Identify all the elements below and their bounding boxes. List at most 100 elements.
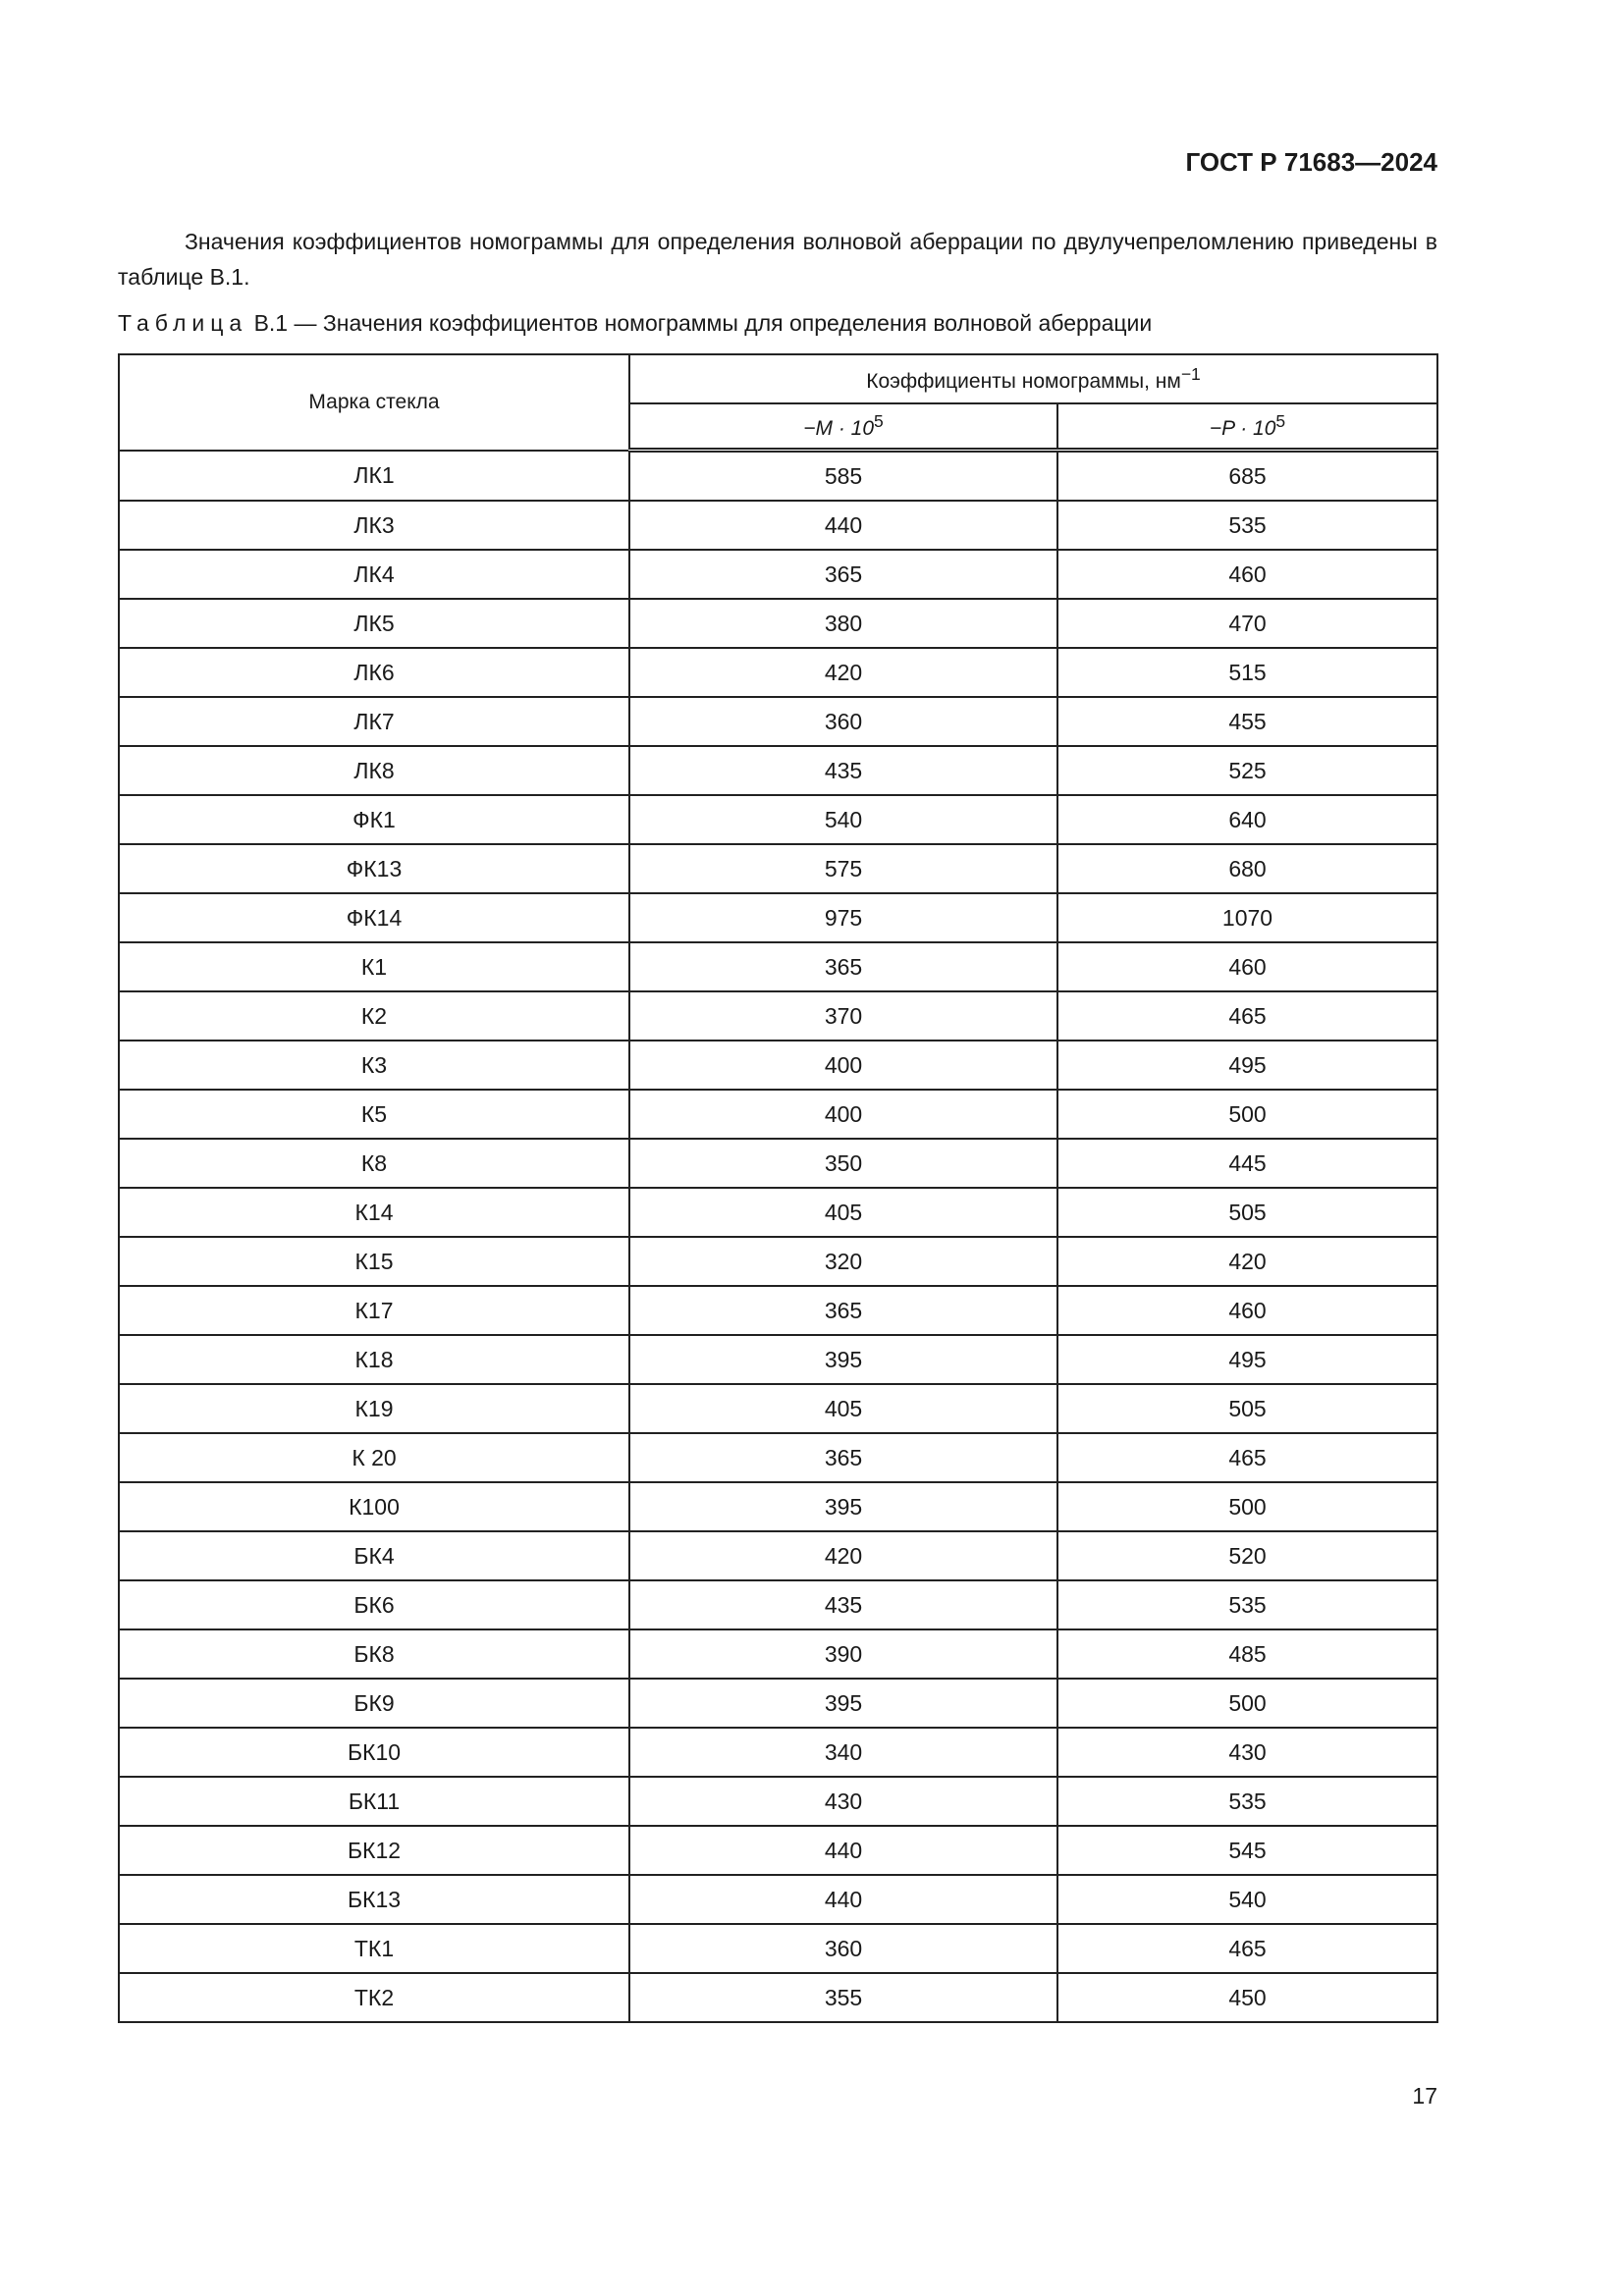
cell-glass: К1 [118, 941, 630, 992]
cell-m: 405 [628, 1187, 1058, 1238]
cell-glass: К15 [118, 1236, 630, 1287]
cell-m: 365 [628, 549, 1058, 600]
cell-m: 395 [628, 1334, 1058, 1385]
cell-p: 465 [1056, 990, 1438, 1041]
cell-glass: К19 [118, 1383, 630, 1434]
header-coefficients-sup: −1 [1180, 364, 1201, 384]
cell-m: 430 [628, 1776, 1058, 1827]
cell-p: 420 [1056, 1236, 1438, 1287]
cell-m: 365 [628, 1432, 1058, 1483]
table-row: БК12 440 545 [118, 1825, 1438, 1876]
cell-m: 340 [628, 1727, 1058, 1778]
cell-glass: К2 [118, 990, 630, 1041]
cell-glass: БК6 [118, 1579, 630, 1630]
document-id: ГОСТ Р 71683—2024 [1185, 147, 1437, 177]
cell-m: 360 [628, 1923, 1058, 1974]
cell-m: 440 [628, 500, 1058, 551]
table-row: БК9 395 500 [118, 1678, 1438, 1729]
table-row: ФК1 540 640 [118, 794, 1438, 845]
cell-p: 495 [1056, 1040, 1438, 1091]
intro-paragraph: Значения коэффициентов номограммы для оп… [118, 229, 1437, 290]
cell-glass: ЛК5 [118, 598, 630, 649]
cell-m: 395 [628, 1678, 1058, 1729]
cell-glass: К14 [118, 1187, 630, 1238]
cell-p: 535 [1056, 1579, 1438, 1630]
cell-p: 465 [1056, 1432, 1438, 1483]
table-row: ЛК1 585 685 [118, 449, 1438, 502]
cell-p: 1070 [1056, 892, 1438, 943]
cell-glass: БК12 [118, 1825, 630, 1876]
table-row: К18 395 495 [118, 1334, 1438, 1385]
table-row: ЛК8 435 525 [118, 745, 1438, 796]
cell-p: 535 [1056, 1776, 1438, 1827]
cell-p: 540 [1056, 1874, 1438, 1925]
cell-glass: К8 [118, 1138, 630, 1189]
table-row: К8 350 445 [118, 1138, 1438, 1189]
caption-text: В.1 — Значения коэффициентов номограммы … [253, 310, 1153, 336]
table-row: К5 400 500 [118, 1089, 1438, 1140]
cell-glass: ЛК4 [118, 549, 630, 600]
cell-m: 365 [628, 1285, 1058, 1336]
cell-m: 435 [628, 745, 1058, 796]
table-row: ЛК5 380 470 [118, 598, 1438, 649]
table-row: ТК1 360 465 [118, 1923, 1438, 1974]
cell-p: 685 [1056, 449, 1438, 502]
table-row: БК8 390 485 [118, 1629, 1438, 1680]
cell-p: 460 [1056, 941, 1438, 992]
header-p: −P · 105 [1056, 402, 1438, 453]
cell-p: 680 [1056, 843, 1438, 894]
table-row: К17 365 460 [118, 1285, 1438, 1336]
table-row: ФК13 575 680 [118, 843, 1438, 894]
cell-m: 365 [628, 941, 1058, 992]
table-row: К1 365 460 [118, 941, 1438, 992]
cell-glass: БК9 [118, 1678, 630, 1729]
cell-p: 520 [1056, 1530, 1438, 1581]
cell-m: 420 [628, 647, 1058, 698]
cell-glass: ЛК3 [118, 500, 630, 551]
cell-m: 350 [628, 1138, 1058, 1189]
cell-m: 420 [628, 1530, 1058, 1581]
cell-glass: ФК13 [118, 843, 630, 894]
cell-glass: К 20 [118, 1432, 630, 1483]
header-m: −M · 105 [628, 402, 1058, 453]
table-row: БК11 430 535 [118, 1776, 1438, 1827]
cell-glass: ЛК7 [118, 696, 630, 747]
table-row: К19 405 505 [118, 1383, 1438, 1434]
cell-glass: БК13 [118, 1874, 630, 1925]
cell-glass: К3 [118, 1040, 630, 1091]
cell-p: 445 [1056, 1138, 1438, 1189]
page-number: 17 [1412, 2083, 1437, 2109]
header-glass-grade: Марка стекла [118, 353, 630, 452]
cell-glass: ТК1 [118, 1923, 630, 1974]
table-row: БК6 435 535 [118, 1579, 1438, 1630]
cell-p: 465 [1056, 1923, 1438, 1974]
cell-glass: ЛК6 [118, 647, 630, 698]
cell-m: 360 [628, 696, 1058, 747]
cell-glass: ФК14 [118, 892, 630, 943]
caption-label: Таблица [118, 310, 248, 336]
cell-glass: ТК2 [118, 1972, 630, 2023]
cell-p: 500 [1056, 1089, 1438, 1140]
table-row: ФК14 975 1070 [118, 892, 1438, 943]
table-row: БК4 420 520 [118, 1530, 1438, 1581]
cell-m: 380 [628, 598, 1058, 649]
header-p-exp: 5 [1275, 411, 1286, 431]
cell-glass: К17 [118, 1285, 630, 1336]
table-row: К100 395 500 [118, 1481, 1438, 1532]
cell-m: 585 [628, 449, 1058, 502]
cell-p: 470 [1056, 598, 1438, 649]
cell-p: 515 [1056, 647, 1438, 698]
table-row: ЛК3 440 535 [118, 500, 1438, 551]
cell-p: 500 [1056, 1481, 1438, 1532]
header-m-text: −M · 10 [803, 417, 875, 440]
table-row: К3 400 495 [118, 1040, 1438, 1091]
cell-m: 440 [628, 1825, 1058, 1876]
cell-p: 460 [1056, 549, 1438, 600]
cell-m: 975 [628, 892, 1058, 943]
header-p-text: −P · 10 [1209, 417, 1276, 440]
cell-p: 500 [1056, 1678, 1438, 1729]
cell-glass: БК4 [118, 1530, 630, 1581]
table-row: БК10 340 430 [118, 1727, 1438, 1778]
cell-p: 505 [1056, 1383, 1438, 1434]
cell-p: 505 [1056, 1187, 1438, 1238]
